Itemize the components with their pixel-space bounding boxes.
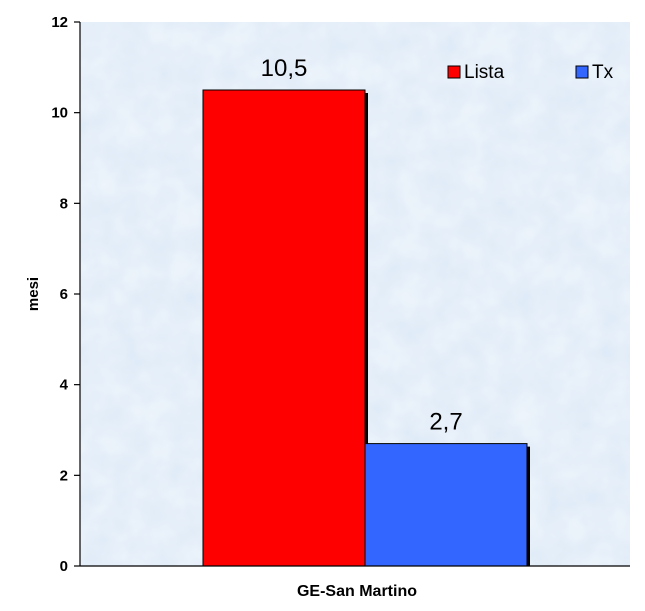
x-axis-label: GE-San Martino xyxy=(297,583,417,600)
y-tick-label: 10 xyxy=(51,105,68,122)
bar-lista xyxy=(202,89,366,567)
y-axis-label: mesi xyxy=(25,277,42,311)
data-label-lista: 10,5 xyxy=(261,55,308,82)
legend: Lista Tx xyxy=(447,62,614,83)
legend-label-lista: Lista xyxy=(464,62,505,83)
legend-swatch-lista xyxy=(447,65,461,79)
y-tick-label: 0 xyxy=(60,558,68,575)
y-tick-label: 6 xyxy=(60,286,68,303)
y-tick-label: 12 xyxy=(51,14,68,31)
legend-swatch-tx xyxy=(575,65,589,79)
y-tick-label: 4 xyxy=(60,377,69,394)
legend-label-tx: Tx xyxy=(592,62,614,83)
y-tick-label: 2 xyxy=(60,467,68,484)
y-axis-ticks: 0 2 4 6 8 10 12 xyxy=(51,14,80,575)
bars: 10,5 2,7 xyxy=(202,55,530,567)
data-label-tx: 2,7 xyxy=(429,409,462,436)
axes: 0 2 4 6 8 10 12 xyxy=(51,14,630,575)
bar-tx xyxy=(364,443,528,567)
y-tick-label: 8 xyxy=(60,195,68,212)
